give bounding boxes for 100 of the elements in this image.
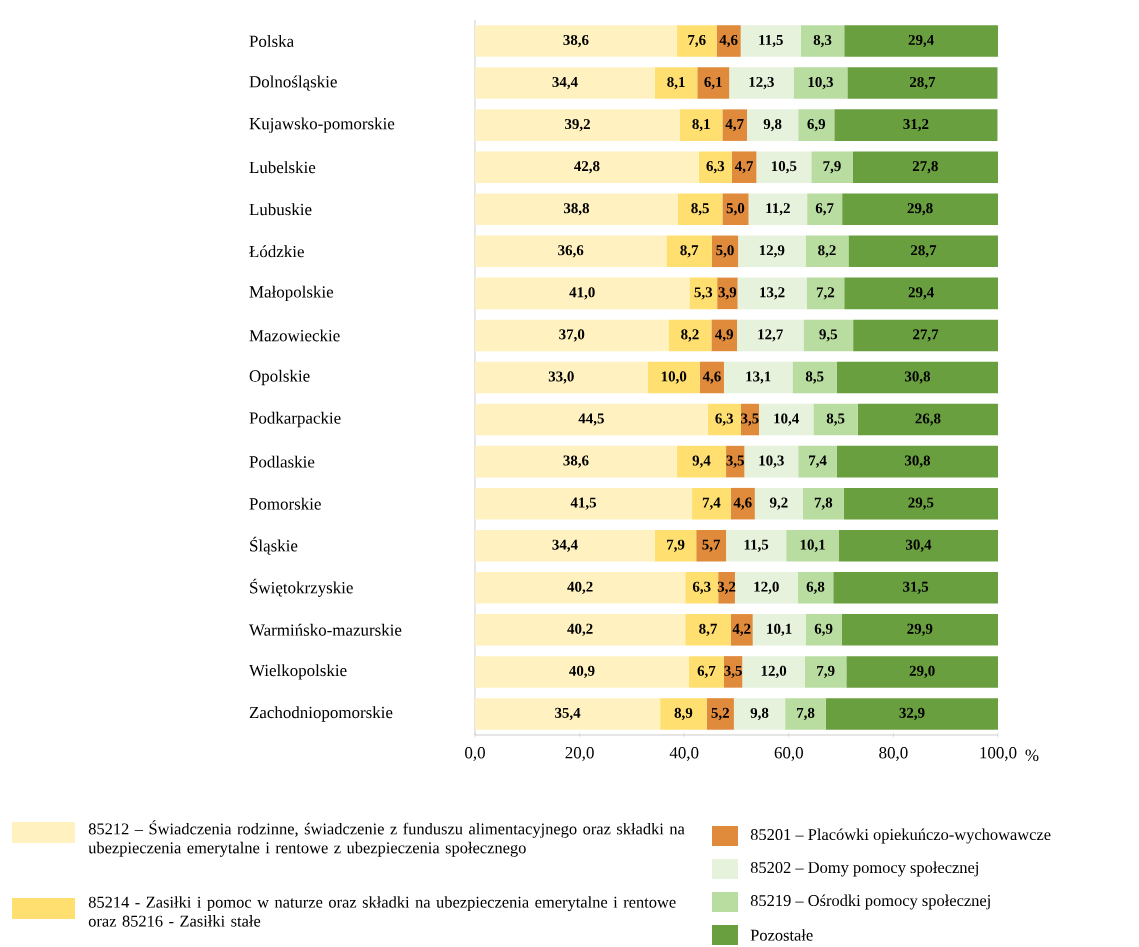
bar — [740, 25, 801, 57]
bar — [839, 529, 999, 562]
data-label: 12,0 — [754, 581, 779, 594]
legend-label: 85214 - Zasiłki i pomoc w naturze oraz składki na ubezpieczenia emerytalne i rentowe oraz 85216 - Zasiłki stałe — [88, 896, 676, 927]
bar — [685, 572, 719, 604]
data-label: 27,7 — [913, 329, 939, 342]
bar — [785, 698, 826, 730]
bar — [706, 698, 734, 730]
data-label: 9,4 — [692, 455, 711, 468]
bar — [813, 403, 858, 436]
bar — [844, 277, 999, 310]
y-tick-label: Łódzkie — [249, 245, 304, 258]
bar — [475, 151, 699, 183]
y-tick-label: Wielkopolskie — [249, 664, 347, 680]
legend-label: 85212 – Świadczenia rodzinne, świadczenie z funduszu alimentacyjnego oraz składki na ubezpieczenia emerytalne i rentowe z ubezpieczenia społecznego — [88, 820, 685, 857]
data-label: 44,5 — [578, 413, 604, 426]
bar — [734, 572, 798, 604]
data-label: 29,9 — [907, 623, 933, 636]
bar — [692, 487, 731, 520]
bar — [742, 656, 806, 688]
y-tick-label: Lubelskie — [249, 161, 316, 174]
data-label: 31,2 — [903, 119, 929, 132]
data-label: 4,7 — [734, 161, 754, 174]
data-label: 8,1 — [667, 76, 685, 90]
data-label: 29,4 — [908, 34, 934, 48]
data-label: 12,7 — [758, 329, 783, 342]
bar — [717, 277, 738, 310]
bar — [759, 403, 814, 436]
data-label: 7,9 — [817, 665, 835, 678]
data-label: 26,8 — [915, 413, 941, 426]
legend-label: 85219 – Ośrodki pomocy społecznej — [750, 894, 990, 910]
bar — [805, 656, 847, 688]
data-label: 40,2 — [567, 623, 593, 636]
data-label: 8,1 — [692, 119, 710, 132]
data-label: 7,4 — [702, 497, 721, 510]
bar — [707, 403, 741, 436]
data-label: 12,3 — [749, 76, 774, 90]
data-label: 4,7 — [725, 119, 744, 132]
data-label: 34,4 — [552, 539, 578, 552]
y-tick-label: Opolskie — [249, 369, 310, 386]
data-label: 7,9 — [823, 161, 841, 174]
bar — [811, 151, 853, 183]
x-tick-label: 60,0 — [774, 747, 803, 761]
data-label: 7,8 — [814, 497, 833, 510]
bar — [475, 529, 655, 562]
data-label: 8,5 — [826, 413, 845, 426]
bar — [475, 277, 690, 310]
bar — [475, 572, 686, 604]
bar — [676, 25, 717, 57]
y-tick-label: Warmińsko-mazurskie — [249, 623, 402, 636]
bar — [748, 193, 808, 226]
bar — [754, 487, 803, 520]
bar — [733, 698, 786, 730]
bar — [836, 361, 999, 394]
bar — [647, 361, 700, 394]
x-tick-label: 40,0 — [669, 747, 699, 761]
bar — [857, 403, 999, 436]
data-label: 5,0 — [716, 245, 734, 258]
data-label: 6,7 — [697, 665, 716, 678]
bar — [797, 572, 834, 604]
data-label: 38,6 — [563, 455, 589, 468]
data-label: 8,3 — [813, 34, 832, 48]
x-axis-title: % — [1025, 749, 1039, 761]
y-tick-label: Lubuskie — [249, 203, 312, 216]
data-label: 9,8 — [750, 707, 769, 721]
data-label: 9,8 — [763, 119, 782, 132]
bar — [833, 572, 999, 604]
bar — [729, 67, 794, 99]
bar — [825, 698, 999, 730]
data-label: 42,8 — [574, 161, 600, 174]
bar — [756, 151, 812, 183]
bar — [786, 529, 840, 562]
data-label: 7,8 — [797, 707, 815, 721]
bar — [726, 529, 787, 562]
data-label: 30,8 — [904, 455, 931, 468]
x-tick-label: 100,0 — [980, 747, 1017, 761]
data-label: 36,6 — [558, 245, 584, 258]
data-label: 30,8 — [904, 371, 931, 384]
bar — [475, 403, 708, 436]
data-label: 6,1 — [704, 76, 722, 90]
data-label: 4,2 — [732, 623, 751, 636]
data-label: 29,0 — [909, 665, 935, 679]
data-label: 11,5 — [759, 34, 783, 48]
bar — [848, 235, 999, 268]
data-label: 29,4 — [908, 287, 934, 300]
bar — [731, 151, 757, 183]
bar — [853, 319, 999, 352]
legend-label: 85202 – Domy pomocy społecznej — [750, 861, 978, 877]
data-label: 5,0 — [726, 203, 745, 216]
data-label: 31,5 — [903, 581, 929, 594]
bar — [746, 109, 799, 141]
bar — [737, 319, 804, 352]
data-label: 13,2 — [760, 287, 785, 300]
data-label: 6,7 — [815, 203, 834, 216]
data-label: 7,2 — [816, 287, 835, 300]
bar — [696, 529, 727, 562]
data-label: 29,5 — [908, 497, 934, 510]
bar — [844, 25, 999, 57]
data-label: 41,0 — [569, 287, 595, 300]
legend-label: 85201 – Placówki opiekuńczo-wychowawcze — [750, 828, 1051, 844]
